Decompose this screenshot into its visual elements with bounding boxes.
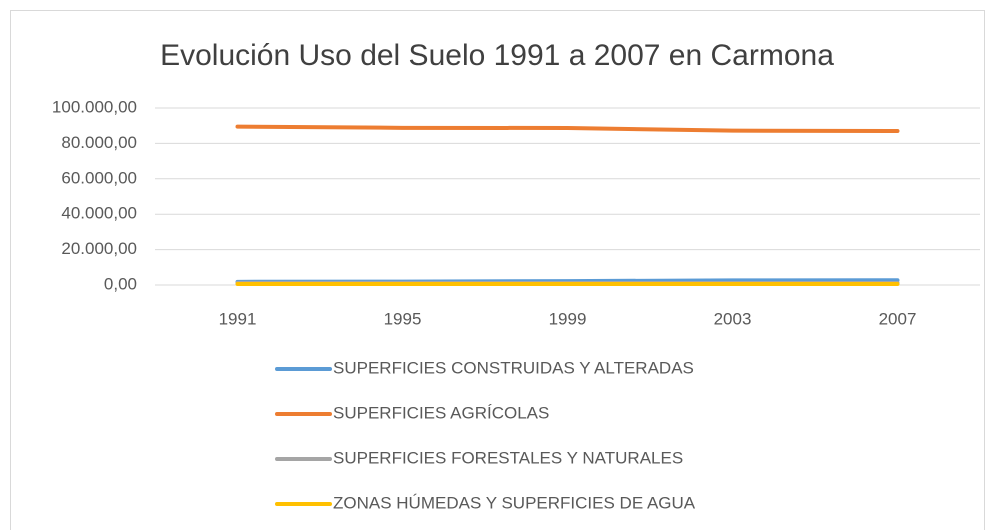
series-line — [235, 124, 900, 134]
legend-label: SUPERFICIES AGRÍCOLAS — [333, 403, 549, 422]
x-tick-label: 1999 — [549, 309, 587, 328]
x-tick-label: 1995 — [384, 309, 422, 328]
y-tick-label: 80.000,00 — [61, 133, 137, 152]
y-tick-label: 20.000,00 — [61, 239, 137, 258]
legend-label: ZONAS HÚMEDAS Y SUPERFICIES DE AGUA — [333, 493, 696, 512]
y-tick-label: 60.000,00 — [61, 168, 137, 187]
legend-label: SUPERFICIES CONSTRUIDAS Y ALTERADAS — [333, 358, 694, 377]
y-tick-label: 100.000,00 — [52, 97, 137, 116]
x-tick-label: 2003 — [714, 309, 752, 328]
chart-border — [10, 10, 985, 530]
y-tick-label: 40.000,00 — [61, 204, 137, 223]
legend-label: SUPERFICIES FORESTALES Y NATURALES — [333, 448, 683, 467]
chart-title: Evolución Uso del Suelo 1991 a 2007 en C… — [160, 39, 834, 72]
x-tick-label: 2007 — [879, 309, 917, 328]
x-tick-label: 1991 — [219, 309, 257, 328]
y-tick-label: 0,00 — [104, 274, 137, 293]
